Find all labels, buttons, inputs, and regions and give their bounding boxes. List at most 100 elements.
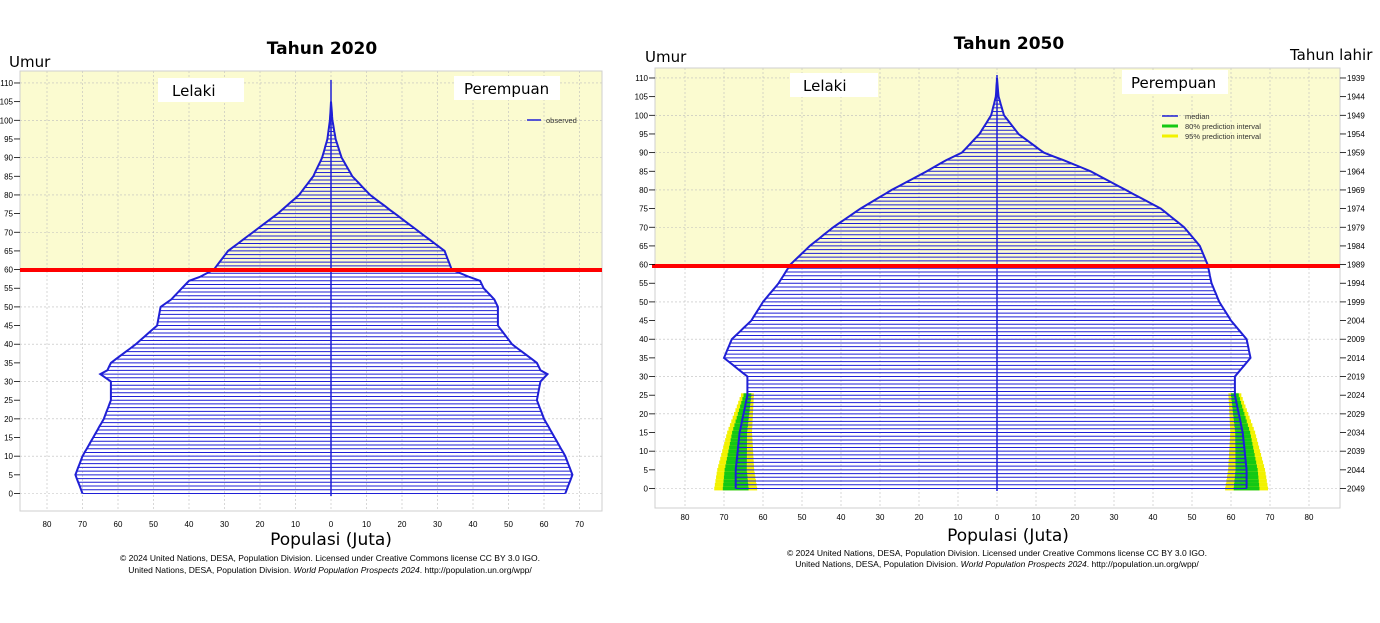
right-label: Perempuan <box>464 80 549 98</box>
x-tick-label: 80 <box>681 513 690 522</box>
x-tick-label: 50 <box>149 520 158 529</box>
outline-male <box>74 101 332 494</box>
y-tick-label: 0 <box>644 485 649 494</box>
y2-tick-label: 1949 <box>1347 111 1365 120</box>
y-tick-label: 105 <box>635 93 649 102</box>
x-tick-label: 60 <box>114 520 123 529</box>
chart-title: Tahun 2020 <box>267 39 378 59</box>
y-tick-label: 70 <box>639 223 648 232</box>
y-tick-label: 100 <box>0 116 14 125</box>
pyramid-2020: 0 5 10 15 20 25 30 35 40 45 50 55 60 65 70 75 80 85 90 95 10… <box>0 39 603 575</box>
y-tick-label: 20 <box>4 415 13 424</box>
x-tick-label: 40 <box>469 520 478 529</box>
x-tick-label: 30 <box>433 520 442 529</box>
pyramid-2050: 0 5 10 15 20 25 30 35 40 45 50 55 60 65 70 75 80 85 90 95 10… <box>635 34 1374 569</box>
y-tick-label: 35 <box>639 354 648 363</box>
x-tick-label: 20 <box>1071 513 1080 522</box>
x-tick-label: 80 <box>1305 513 1314 522</box>
x-tick-label: 40 <box>185 520 194 529</box>
y-tick-label: 100 <box>635 111 649 120</box>
y2-tick-label: 1974 <box>1347 205 1365 214</box>
y-tick-label: 15 <box>4 434 13 443</box>
y-tick-label: 50 <box>639 298 648 307</box>
x-tick-label: 10 <box>1032 513 1041 522</box>
y-tick-label: 10 <box>639 447 648 456</box>
y-tick-label: 95 <box>4 135 13 144</box>
x-tick-label: 30 <box>1110 513 1119 522</box>
bars <box>724 81 1251 489</box>
x-axis-label: Populasi (Juta) <box>270 530 392 550</box>
x-tick-label: 70 <box>1266 513 1275 522</box>
x-tick-label: 30 <box>220 520 229 529</box>
y-tick-label: 20 <box>639 410 648 419</box>
x-tick-label: 20 <box>915 513 924 522</box>
y-tick-label: 65 <box>639 242 648 251</box>
y2-tick-label: 1984 <box>1347 242 1365 251</box>
y2-tick-label: 1994 <box>1347 279 1365 288</box>
y-tick-label: 70 <box>4 228 13 237</box>
y2-tick-label: 1979 <box>1347 223 1365 232</box>
left-label-box <box>790 73 878 97</box>
y2-tick-label: 2014 <box>1347 354 1365 363</box>
credit-line-1: © 2024 United Nations, DESA, Population … <box>787 548 1207 558</box>
y2-tick-label: 1969 <box>1347 186 1365 195</box>
x-tick-label: 50 <box>1188 513 1197 522</box>
left-label-box <box>158 78 244 102</box>
x-tick-label: 60 <box>1227 513 1236 522</box>
y-tick-label: 75 <box>4 210 13 219</box>
y2-tick-label: 2034 <box>1347 429 1365 438</box>
y2-tick-label: 2039 <box>1347 447 1365 456</box>
bars <box>75 104 573 494</box>
legend-item-95: 95% prediction interval <box>1185 132 1261 141</box>
y-tick-label: 30 <box>639 373 648 382</box>
x-tick-label: 10 <box>291 520 300 529</box>
x-tick-label: 10 <box>954 513 963 522</box>
y2-ticks: 2049 2044 2039 2034 2029 2024 2019 2014 2009 2004… <box>1340 74 1365 494</box>
left-label: Lelaki <box>172 82 216 100</box>
y2-tick-label: 1939 <box>1347 74 1365 83</box>
y-tick-label: 35 <box>4 359 13 368</box>
y-tick-label: 5 <box>9 471 14 480</box>
y-tick-label: 80 <box>639 186 648 195</box>
y-tick-label: 55 <box>4 284 13 293</box>
x-ticks: 80 70 60 50 40 30 20 10 0 10 20 30 40 50 60 70 <box>43 520 585 529</box>
y-tick-label: 40 <box>4 340 13 349</box>
legend: observed <box>527 116 577 125</box>
y-tick-label: 5 <box>644 466 649 475</box>
legend-item-observed: observed <box>546 116 577 125</box>
x-axis-label: Populasi (Juta) <box>947 526 1069 546</box>
x-tick-label: 70 <box>720 513 729 522</box>
x-tick-label: 20 <box>398 520 407 529</box>
y-tick-label: 45 <box>4 322 13 331</box>
y-tick-label: 55 <box>639 279 648 288</box>
y-tick-label: 65 <box>4 247 13 256</box>
y-ticks: 0 5 10 15 20 25 30 35 40 45 50 55 60 65 70 75 80 85 90 95 10… <box>0 79 20 499</box>
y2-tick-label: 2024 <box>1347 391 1365 400</box>
x-tick-label: 80 <box>43 520 52 529</box>
y-tick-label: 110 <box>0 79 13 88</box>
chart-title: Tahun 2050 <box>954 34 1065 54</box>
y-tick-label: 85 <box>639 167 648 176</box>
y-ticks: 0 5 10 15 20 25 30 35 40 45 50 55 60 65 70 75 80 85 90 95 10… <box>635 74 655 494</box>
y-tick-label: 60 <box>4 266 13 275</box>
credit-line-2: United Nations, DESA, Population Divisio… <box>795 559 1199 569</box>
y-axis-label: Umur <box>9 53 51 71</box>
x-tick-label: 70 <box>575 520 584 529</box>
legend-item-80: 80% prediction interval <box>1185 122 1261 131</box>
outline-male <box>722 77 998 489</box>
x-tick-label: 50 <box>504 520 513 529</box>
y-tick-label: 0 <box>9 490 14 499</box>
x-tick-label: 40 <box>1149 513 1158 522</box>
x-tick-label: 30 <box>876 513 885 522</box>
y-tick-label: 90 <box>639 149 648 158</box>
y2-tick-label: 1954 <box>1347 130 1365 139</box>
y-tick-label: 25 <box>4 396 13 405</box>
y2-axis-label: Tahun lahir <box>1289 46 1373 64</box>
right-label: Perempuan <box>1131 74 1216 92</box>
y-tick-label: 95 <box>639 130 648 139</box>
outline-female <box>996 77 1252 489</box>
y2-tick-label: 2049 <box>1347 485 1365 494</box>
y-tick-label: 40 <box>639 335 648 344</box>
y-tick-label: 110 <box>635 74 648 83</box>
y2-tick-label: 2009 <box>1347 335 1365 344</box>
